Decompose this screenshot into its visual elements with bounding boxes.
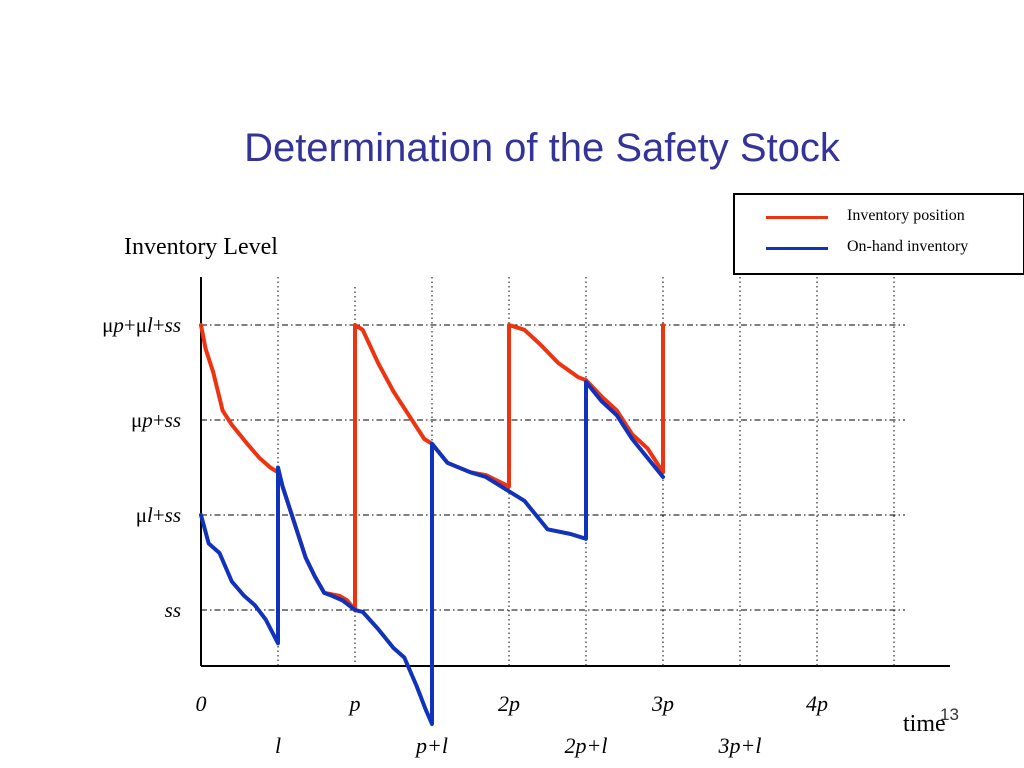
x-tick-label: 2p xyxy=(498,691,520,716)
x-tick-label: 4p xyxy=(806,691,828,716)
x-tick-label: 3p xyxy=(651,691,674,716)
legend-label-on-hand-inventory: On-hand inventory xyxy=(847,238,969,255)
series-line-inventory-position xyxy=(199,323,665,612)
legend-item-inventory-position: Inventory position xyxy=(735,207,1023,227)
inventory-position-swatch xyxy=(766,216,828,219)
legend-label-inventory-position: Inventory position xyxy=(847,207,965,224)
legend-item-on-hand-inventory: On-hand inventory xyxy=(735,238,1023,258)
page-number: 13 xyxy=(940,705,959,724)
y-tick-label: ss xyxy=(165,598,181,622)
y-axis-title: Inventory Level xyxy=(124,234,278,260)
x-tick-label: 2p+l xyxy=(565,733,608,758)
x-tick-label: p xyxy=(348,691,361,716)
x-tick-label: 3p+l xyxy=(718,733,762,758)
series-line-on-hand-inventory xyxy=(199,380,665,726)
chart-legend: Inventory position On-hand inventory xyxy=(733,193,1024,275)
x-axis-title: time xyxy=(903,711,946,737)
y-tick-label: μp+ss xyxy=(131,408,181,432)
x-tick-label: p+l xyxy=(414,733,448,758)
slide-title: Determination of the Safety Stock xyxy=(244,126,840,170)
x-tick-label: 0 xyxy=(196,691,207,716)
x-tick-label: l xyxy=(275,733,281,758)
y-tick-label: μl+ss xyxy=(136,503,181,527)
y-tick-label: μp+μl+ss xyxy=(102,313,181,337)
on-hand-inventory-swatch xyxy=(766,247,828,250)
